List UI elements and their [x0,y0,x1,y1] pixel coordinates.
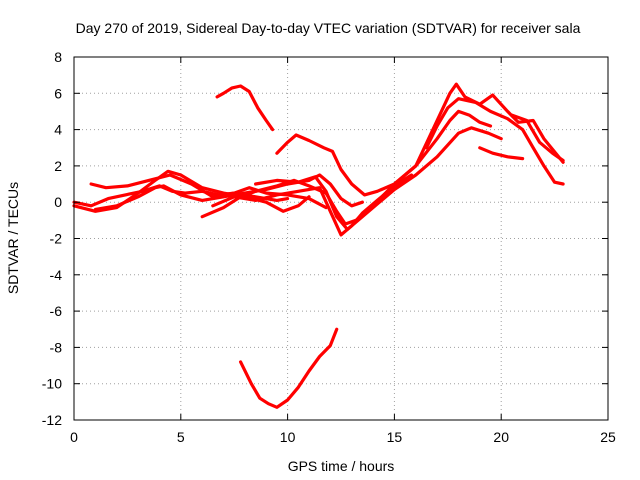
series-line-arc-4 [93,173,364,212]
chart-title: Day 270 of 2019, Sidereal Day-to-day VTE… [76,20,581,36]
series-line-arc-11 [510,113,565,163]
y-tick-label: 4 [54,122,62,138]
series-line-arc-9 [424,97,565,186]
y-tick-label: -4 [50,267,63,283]
x-tick-label: 5 [177,429,185,445]
x-tick-label: 0 [70,429,78,445]
series-line-arc-12 [215,84,275,132]
series-line-arc-13 [239,327,339,409]
ticks [73,56,609,421]
y-tick-label: -12 [42,412,62,428]
x-tick-label: 10 [280,429,296,445]
series-line-arc-8 [275,82,565,197]
series-line-arc-5 [200,109,493,226]
y-tick-label: 2 [54,158,62,174]
x-axis-label: GPS time / hours [288,458,395,474]
series-line-arc-6 [211,173,414,237]
y-tick-label: -8 [50,339,63,355]
series-line-arc-10 [478,146,525,161]
y-tick-label: -6 [50,303,63,319]
grid [74,57,608,420]
y-tick-label: -2 [50,231,63,247]
x-tick-label: 25 [600,429,616,445]
x-tick-label: 20 [493,429,509,445]
series-line-arc-7 [254,126,503,231]
y-axis-label: SDTVAR / TECUs [5,182,21,294]
x-tick-labels: 0 5 10 15 20 25 [70,429,616,445]
y-tick-label: 8 [54,49,62,65]
x-tick-label: 15 [387,429,403,445]
y-tick-labels: -12 -10 -8 -6 -4 -2 0 2 4 6 8 [42,49,62,428]
series-group [72,82,565,409]
y-tick-label: 6 [54,85,62,101]
y-tick-label: -10 [42,376,62,392]
y-tick-label: 0 [54,194,62,210]
